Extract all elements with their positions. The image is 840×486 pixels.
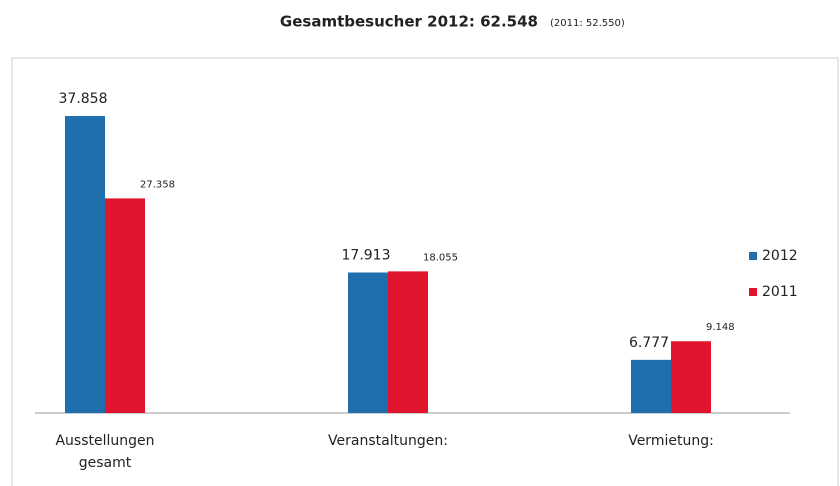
chart-subtitle: (2011: 52.550)	[550, 18, 625, 29]
chart-title: Gesamtbesucher 2012: 62.548	[280, 13, 538, 31]
value-label: 37.858	[59, 91, 108, 107]
legend-swatch	[749, 252, 757, 260]
legend-swatch	[749, 288, 757, 296]
bar	[671, 341, 711, 413]
bar	[348, 272, 388, 413]
bar	[388, 271, 428, 413]
value-label: 6.777	[629, 335, 669, 351]
value-label: 9.148	[706, 322, 735, 333]
x-tick-label: Veranstaltungen:	[328, 433, 448, 449]
bar	[631, 359, 671, 413]
x-tick-label: Ausstellungen gesamt	[55, 433, 155, 471]
x-tick-label: Vermietung:	[628, 433, 714, 449]
bar	[105, 198, 145, 413]
legend-label: 2011	[762, 284, 798, 300]
value-label: 18.055	[423, 252, 458, 263]
plot-frame	[11, 57, 839, 486]
legend-label: 2012	[762, 248, 798, 264]
value-label: 17.913	[342, 247, 391, 263]
value-label: 27.358	[140, 179, 175, 190]
bar	[65, 116, 105, 413]
